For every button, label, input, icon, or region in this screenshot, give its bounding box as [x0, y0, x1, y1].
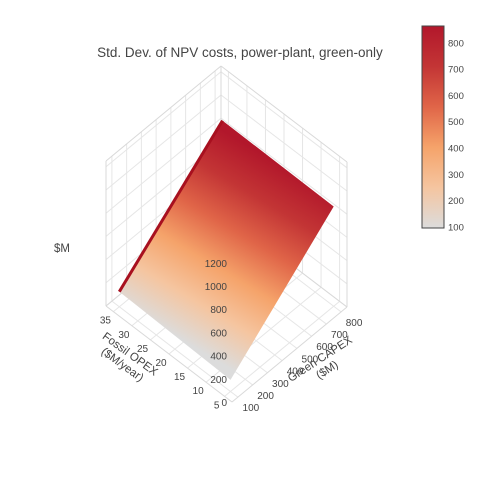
z-axis-label: $M [54, 243, 70, 255]
box-edge [106, 66, 221, 161]
colorbar-tick-label: 500 [448, 117, 464, 128]
x-tick-label: 100 [243, 403, 260, 414]
y-tick-label: 35 [100, 316, 112, 327]
z-tick-label: 600 [210, 328, 227, 339]
colorbar-scale [422, 26, 444, 228]
y-tick-label: 15 [174, 372, 186, 383]
y-tick-label: 5 [214, 400, 220, 411]
z-tick-label: 800 [210, 305, 227, 316]
colorbar-tick-label: 300 [448, 170, 464, 181]
z-tick-label: 200 [210, 375, 227, 386]
y-tick-label: 10 [193, 386, 205, 397]
colorbar-ticks: 100 200 300 400 500 600 700 800 [448, 38, 464, 233]
colorbar-tick-label: 800 [448, 38, 464, 49]
colorbar-tick-label: 400 [448, 144, 464, 155]
colorbar-tick-label: 600 [448, 91, 464, 102]
z-tick-label: 0 [221, 398, 227, 409]
x-tick-label: 300 [272, 379, 289, 390]
colorbar-tick-label: 200 [448, 196, 464, 207]
z-tick-label: 1200 [205, 259, 228, 270]
colorbar: 100 200 300 400 500 600 700 800 [422, 26, 464, 234]
z-tick-label: 400 [210, 352, 227, 363]
chart-title: Std. Dev. of NPV costs, power-plant, gre… [97, 45, 383, 60]
z-tick-label: 1000 [205, 282, 228, 293]
colorbar-tick-label: 700 [448, 65, 464, 76]
colorbar-tick-label: 100 [448, 223, 464, 234]
x-tick-label: 200 [257, 391, 274, 402]
x-tick-label: 800 [346, 318, 363, 329]
